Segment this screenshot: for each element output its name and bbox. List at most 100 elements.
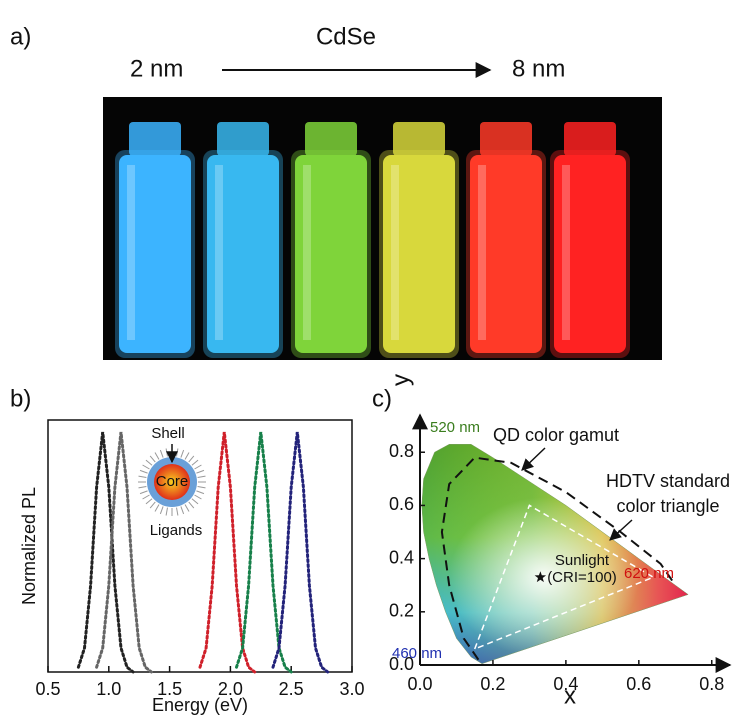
ligand xyxy=(165,507,168,516)
panel-label: c) xyxy=(372,385,392,412)
wavelength-label: 620 nm xyxy=(624,565,674,582)
pl-curve xyxy=(76,431,135,674)
vial-highlight xyxy=(478,165,486,340)
vial-neck xyxy=(305,122,357,156)
vial-neck xyxy=(393,122,445,156)
x-tick-label: 0.5 xyxy=(35,679,60,699)
vial-neck xyxy=(564,122,616,156)
vial-body xyxy=(470,155,542,353)
sunlight-label: (CRI=100) xyxy=(547,569,617,586)
x-tick-label: 0.2 xyxy=(480,674,505,694)
ligand xyxy=(188,455,195,463)
material: CdSe xyxy=(316,23,376,50)
y-tick-label: 0.8 xyxy=(389,441,414,461)
x-axis-label: x xyxy=(564,682,576,709)
wavelength-label: 460 nm xyxy=(392,645,442,662)
ligand xyxy=(184,504,190,512)
ligand xyxy=(184,452,190,460)
y-tick-label: 0.0 xyxy=(389,654,414,674)
x-tick-label: 0.0 xyxy=(407,674,432,694)
vial xyxy=(203,122,283,358)
ligand xyxy=(180,449,185,458)
vial-body xyxy=(119,155,191,353)
ligand xyxy=(139,469,148,474)
plot-frame xyxy=(47,419,353,673)
ligand xyxy=(138,486,147,489)
vial-body xyxy=(383,155,455,353)
spectral-locus xyxy=(421,444,689,664)
ligand xyxy=(149,455,156,463)
panel-b: b) 0.5 1.0 1.5 2.0 2.5 3.0 Energy (eV) Normalize… xyxy=(10,385,365,714)
ligand xyxy=(145,498,153,505)
ligand xyxy=(180,506,185,515)
panel-a: a) CdSe 2 nm 8 nm xyxy=(10,23,662,360)
fill-white xyxy=(449,497,639,658)
core-label: Core xyxy=(156,473,189,490)
panel-label: a) xyxy=(10,23,31,50)
x-tick-label: 2.5 xyxy=(279,679,304,699)
hdtv-label: color triangle xyxy=(616,496,719,516)
y-tick-label: 0.6 xyxy=(389,494,414,514)
ligand xyxy=(145,459,153,466)
vial-neck xyxy=(129,122,181,156)
ligand xyxy=(191,498,199,505)
ligand xyxy=(196,469,205,474)
qd-gamut-label: QD color gamut xyxy=(493,425,619,445)
x-tick-label: 0.4 xyxy=(553,674,578,694)
ligand xyxy=(188,501,195,509)
sunlight-label: Sunlight xyxy=(555,552,610,569)
pl-curve xyxy=(95,431,153,674)
ligands-label: Ligands xyxy=(150,522,203,539)
vial-neck xyxy=(480,122,532,156)
ligand xyxy=(159,506,164,515)
ligand xyxy=(154,452,160,460)
vial-highlight xyxy=(391,165,399,340)
ligand xyxy=(149,501,156,509)
qd-arrow xyxy=(521,447,546,471)
ligand xyxy=(142,494,150,500)
ligand xyxy=(159,449,164,458)
x-tick-label: 1.5 xyxy=(157,679,182,699)
vial-body xyxy=(554,155,626,353)
core xyxy=(154,464,190,500)
ligand xyxy=(197,486,206,489)
x-axis-label: Energy (eV) xyxy=(152,695,248,715)
y-axis-label: y xyxy=(387,374,414,386)
vial xyxy=(115,122,195,358)
x-tick-label: 0.6 xyxy=(626,674,651,694)
ligand xyxy=(142,464,150,470)
vial-highlight xyxy=(562,165,570,340)
vial-highlight xyxy=(127,165,135,340)
pl-curve xyxy=(235,431,293,674)
y-tick-label: 0.2 xyxy=(389,601,414,621)
pl-curve xyxy=(271,431,330,674)
ligand xyxy=(197,475,206,478)
ligand xyxy=(139,490,148,495)
hdtv-arrow xyxy=(609,519,633,541)
x-tick-label: 0.8 xyxy=(699,674,724,694)
ligand xyxy=(196,490,205,495)
panel-c: c) 0.0 0.2 0.4 0.6 0.8 0.0 0.2 0.4 0.6 0.8 x y QD col… xyxy=(372,374,732,709)
ligand xyxy=(194,464,202,470)
size-end: 8 nm xyxy=(512,55,565,82)
panel-label: b) xyxy=(10,385,31,412)
vial xyxy=(291,122,371,358)
wavelength-label: 520 nm xyxy=(430,419,480,436)
ligand xyxy=(154,504,160,512)
vial-highlight xyxy=(215,165,223,340)
ligand xyxy=(191,459,199,466)
y-axis-label: Normalized PL xyxy=(19,487,39,605)
vial xyxy=(550,122,630,358)
shell-label: Shell xyxy=(151,425,184,442)
vial-body xyxy=(295,155,367,353)
size-start: 2 nm xyxy=(130,55,183,82)
x-tick-label: 2.0 xyxy=(218,679,243,699)
x-tick-label: 1.0 xyxy=(96,679,121,699)
x-tick-label: 3.0 xyxy=(339,679,364,699)
vial-body xyxy=(207,155,279,353)
vial xyxy=(466,122,546,358)
vial xyxy=(379,122,459,358)
ligand xyxy=(176,507,179,516)
